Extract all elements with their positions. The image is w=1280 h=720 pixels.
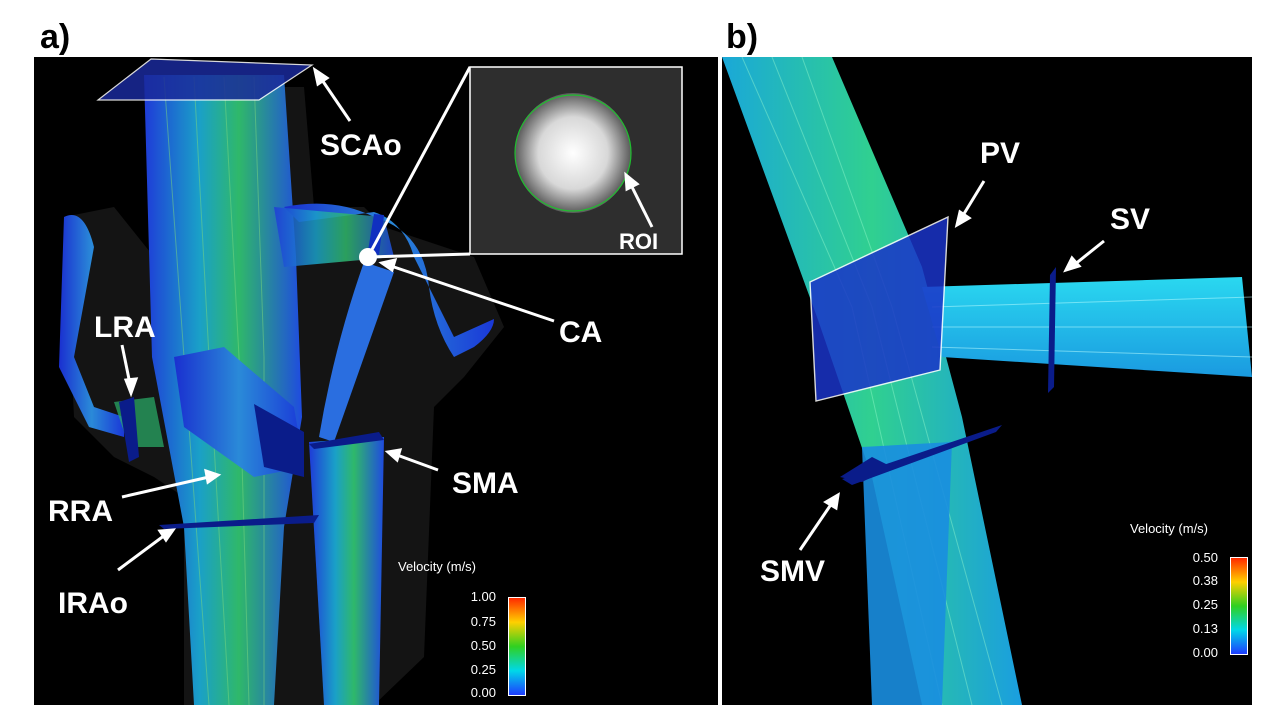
- legend-a-tick: 0.00: [470, 685, 496, 700]
- legend-b-title: Velocity (m/s): [1130, 521, 1209, 536]
- panel-b-vessels: [722, 57, 1252, 705]
- legend-a-tick: 0.75: [470, 614, 496, 629]
- roi-label: ROI: [619, 229, 659, 254]
- lra-label: LRA: [94, 311, 156, 344]
- ca-label: CA: [559, 316, 603, 349]
- legend-b-tick: 0.00: [1192, 645, 1218, 660]
- smv-label: SMV: [760, 555, 826, 588]
- rra-label: RRA: [48, 495, 113, 528]
- legend-b-tick: 0.50: [1192, 550, 1218, 565]
- legend-a-title: Velocity (m/s): [398, 559, 477, 574]
- panel-a-image: ROI SCAo CA LRA RRA SMA IRAo Velocity (m…: [34, 57, 718, 705]
- scao-label: SCAo: [320, 129, 402, 162]
- panel-a-label: a): [40, 18, 71, 56]
- legend-a-colorbar: [508, 597, 526, 696]
- sma-label: SMA: [452, 467, 519, 500]
- legend-b-tick: 0.25: [1192, 597, 1218, 612]
- sv-label: SV: [1110, 203, 1151, 236]
- legend-a-tick: 0.25: [470, 662, 496, 677]
- panel-b-image: PV SV SMV Velocity (m/s) 0.50 0.38 0.25 …: [722, 57, 1252, 705]
- legend-b-colorbar: [1230, 557, 1248, 655]
- legend-a-tick: 0.50: [470, 638, 496, 653]
- panel-b-label: b): [726, 18, 759, 56]
- legend-b-tick: 0.38: [1192, 573, 1218, 588]
- legend-b-tick: 0.13: [1192, 621, 1218, 636]
- panel-a-vessels: [59, 58, 683, 705]
- irao-label: IRAo: [58, 587, 128, 620]
- legend-a-tick: 1.00: [470, 589, 496, 604]
- pv-label: PV: [980, 137, 1021, 170]
